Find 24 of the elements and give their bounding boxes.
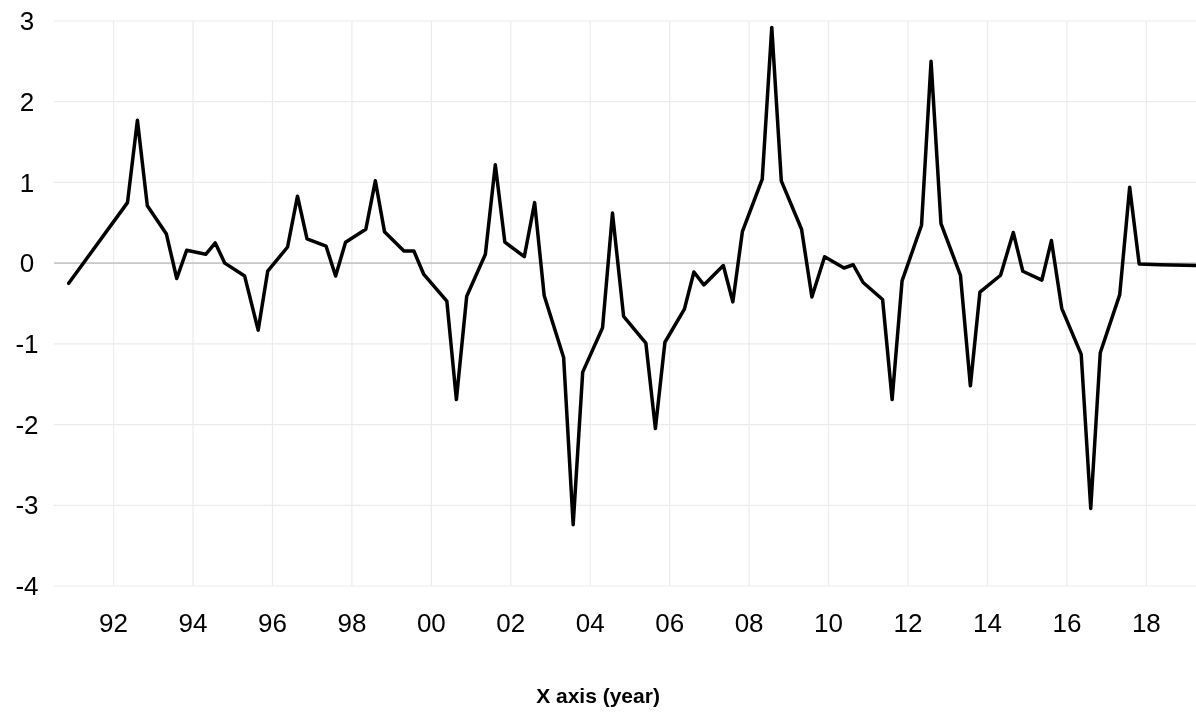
y-tick-label: -3	[15, 490, 39, 521]
y-tick-label: 0	[19, 248, 35, 279]
x-tick-label: 96	[258, 608, 287, 638]
y-tick-label: -1	[15, 328, 39, 359]
y-tick-label: 1	[19, 167, 35, 198]
x-tick-label: 10	[814, 608, 844, 638]
x-tick-label: 98	[337, 608, 367, 638]
x-tick-label: 06	[655, 608, 685, 638]
x-tick-label: 14	[973, 608, 1002, 638]
y-tick-label: -4	[15, 571, 39, 602]
x-tick-label: 04	[575, 608, 605, 638]
x-axis-title: X axis (year)	[536, 684, 660, 707]
x-tick-label: 00	[416, 608, 446, 638]
y-tick-label: 2	[19, 86, 35, 117]
x-tick-label: 92	[99, 608, 129, 638]
x-tick-label: 16	[1052, 608, 1082, 638]
y-tick-label: -2	[15, 409, 39, 440]
x-tick-label: 08	[734, 608, 764, 638]
line-series	[66, 25, 1196, 527]
x-tick-label: 02	[496, 608, 526, 638]
y-tick-label: 3	[19, 6, 35, 37]
x-tick-label: 94	[178, 608, 208, 638]
x-tick-label: 18	[1131, 608, 1161, 638]
x-tick-label: 12	[893, 608, 923, 638]
